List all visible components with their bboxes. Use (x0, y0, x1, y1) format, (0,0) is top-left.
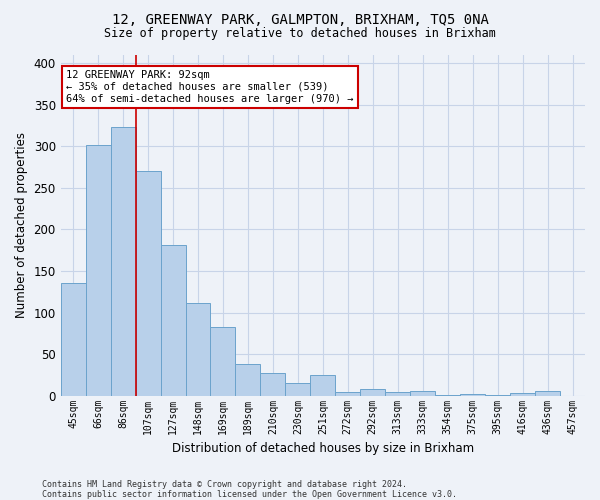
Bar (310, 375, 335, 396)
Bar (335, 392, 360, 396)
Bar (485, 395, 510, 396)
X-axis label: Distribution of detached houses by size in Brixham: Distribution of detached houses by size … (172, 442, 474, 455)
Text: Contains HM Land Registry data © Crown copyright and database right 2024.: Contains HM Land Registry data © Crown c… (42, 480, 407, 489)
Text: Size of property relative to detached houses in Brixham: Size of property relative to detached ho… (104, 28, 496, 40)
Bar (211, 326, 235, 396)
Bar (410, 392, 435, 396)
Text: 12 GREENWAY PARK: 92sqm
← 35% of detached houses are smaller (539)
64% of semi-d: 12 GREENWAY PARK: 92sqm ← 35% of detache… (66, 70, 353, 104)
Bar (136, 172, 161, 396)
Bar (185, 302, 211, 396)
Bar (86, 144, 110, 396)
Y-axis label: Number of detached properties: Number of detached properties (15, 132, 28, 318)
Bar (460, 394, 485, 396)
Bar (385, 392, 410, 396)
Bar (435, 395, 460, 396)
Bar (110, 128, 136, 396)
Bar (360, 389, 385, 396)
Bar (510, 393, 535, 396)
Bar (535, 392, 560, 396)
Bar (286, 383, 310, 396)
Bar (235, 364, 260, 396)
Text: 12, GREENWAY PARK, GALMPTON, BRIXHAM, TQ5 0NA: 12, GREENWAY PARK, GALMPTON, BRIXHAM, TQ… (112, 12, 488, 26)
Bar (161, 246, 185, 396)
Bar (260, 373, 286, 396)
Text: Contains public sector information licensed under the Open Government Licence v3: Contains public sector information licen… (42, 490, 457, 499)
Bar (61, 284, 86, 396)
